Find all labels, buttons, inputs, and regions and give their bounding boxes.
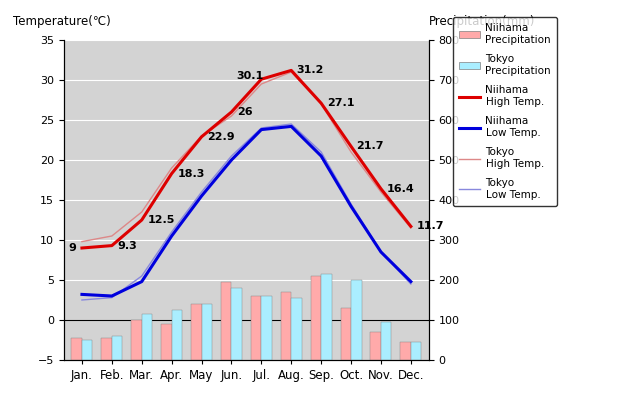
Bar bbox=[161, 324, 172, 360]
Bar bbox=[172, 310, 182, 360]
Bar bbox=[340, 308, 351, 360]
Text: 12.5: 12.5 bbox=[147, 215, 175, 225]
Bar bbox=[261, 296, 272, 360]
Text: 27.1: 27.1 bbox=[326, 98, 354, 108]
Bar bbox=[72, 338, 82, 360]
Text: 9.3: 9.3 bbox=[117, 240, 137, 250]
Bar bbox=[321, 274, 332, 360]
Bar bbox=[221, 282, 232, 360]
Text: Temperature(℃): Temperature(℃) bbox=[13, 15, 111, 28]
Bar bbox=[310, 276, 321, 360]
Bar bbox=[112, 336, 122, 360]
Bar bbox=[381, 322, 392, 360]
Bar bbox=[401, 342, 411, 360]
Legend: Niihama
Precipitation, Tokyo
Precipitation, Niihama
High Temp., Niihama
Low Temp: Niihama Precipitation, Tokyo Precipitati… bbox=[453, 17, 557, 206]
Bar bbox=[191, 304, 202, 360]
Text: 16.4: 16.4 bbox=[387, 184, 414, 194]
Bar bbox=[232, 288, 242, 360]
Text: 22.9: 22.9 bbox=[207, 132, 235, 142]
Text: 30.1: 30.1 bbox=[236, 72, 264, 82]
Bar bbox=[281, 292, 291, 360]
Text: 26: 26 bbox=[237, 107, 253, 117]
Bar bbox=[411, 342, 421, 360]
Text: 18.3: 18.3 bbox=[177, 169, 205, 178]
Text: 21.7: 21.7 bbox=[356, 141, 384, 151]
Bar bbox=[141, 314, 152, 360]
Text: Precipitation(mm): Precipitation(mm) bbox=[429, 15, 535, 28]
Text: 9: 9 bbox=[68, 243, 76, 253]
Bar bbox=[251, 296, 261, 360]
Bar bbox=[82, 340, 92, 360]
Bar bbox=[351, 280, 362, 360]
Text: 31.2: 31.2 bbox=[297, 65, 324, 75]
Text: 11.7: 11.7 bbox=[417, 222, 444, 231]
Bar bbox=[291, 298, 301, 360]
Bar bbox=[131, 320, 141, 360]
Bar bbox=[202, 304, 212, 360]
Bar bbox=[371, 332, 381, 360]
Bar bbox=[101, 338, 112, 360]
